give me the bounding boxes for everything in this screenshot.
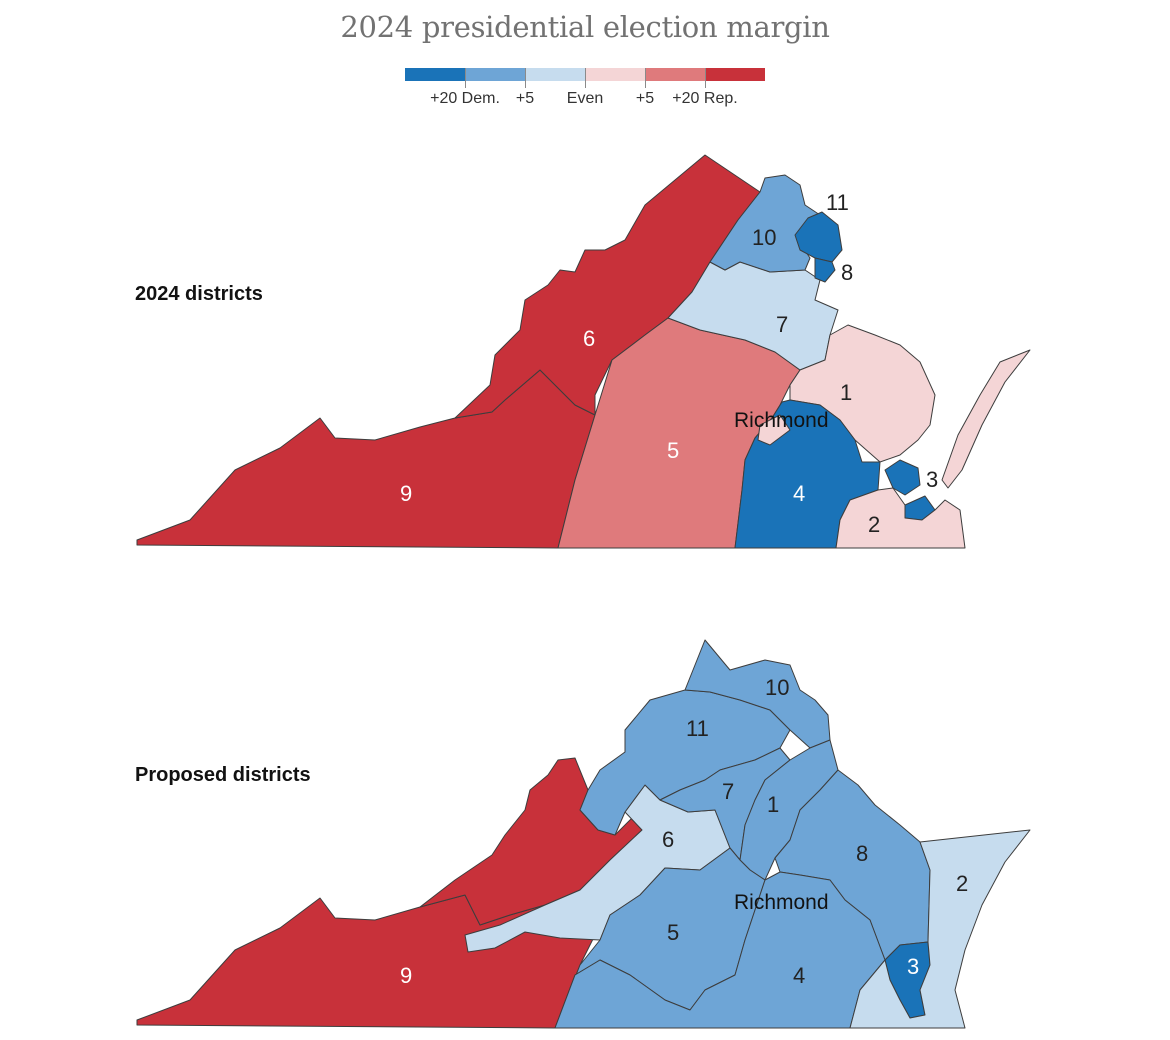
current-label-4: 4 [793,481,805,506]
legend-label-rep20: +20 Rep. [672,90,738,107]
current-label-3: 3 [926,467,938,492]
proposed-label-4: 4 [793,963,805,988]
proposed-district-2 [849,829,1031,1029]
proposed-label-6: 6 [662,827,674,852]
proposed-map-label: Proposed districts [135,764,311,786]
legend-label-rep5: +5 [635,90,655,107]
legend-tick [585,68,586,88]
proposed-label-8: 8 [856,841,868,866]
proposed-label-10: 10 [765,675,789,700]
proposed-district-10 [684,639,831,749]
legend-swatch-rep-even [585,68,645,81]
legend-tick [645,68,646,88]
current-map-label: 2024 districts [135,283,263,305]
current-label-7: 7 [776,312,788,337]
proposed-district-4 [554,871,886,1029]
proposed-districts-map: 10 11 7 1 6 8 2 Richmond 5 3 9 4 [136,639,1031,1029]
legend-swatch-rep-20 [705,68,765,81]
current-city-richmond: Richmond [734,409,829,432]
proposed-label-2: 2 [956,871,968,896]
current-richmond-area [757,414,791,446]
proposed-label-5: 5 [667,920,679,945]
current-district-2 [835,487,966,549]
current-district-11 [794,211,843,263]
legend-swatch-dem-20 [405,68,465,81]
current-district-9 [136,369,596,549]
current-label-1: 1 [840,380,852,405]
current-label-11: 11 [826,190,849,215]
current-district-5 [557,317,801,549]
legend-label-even: Even [566,90,604,107]
proposed-label-3: 3 [907,954,919,979]
legend-tick [705,68,706,88]
proposed-label-7: 7 [722,779,734,804]
current-label-2: 2 [868,512,880,537]
proposed-label-9: 9 [400,963,412,988]
current-district-8 [814,257,836,283]
current-districts-map: 11 10 8 7 6 1 Richmond 5 3 9 4 2 [136,154,1031,549]
legend-tick [525,68,526,88]
proposed-label-1: 1 [767,792,779,817]
legend-label-dem20: +20 Dem. [430,90,500,107]
proposed-city-richmond: Richmond [734,891,829,914]
current-label-5: 5 [667,438,679,463]
proposed-label-11: 11 [686,716,709,741]
current-label-10: 10 [752,225,776,250]
current-label-8: 8 [841,260,853,285]
legend-swatch-dem-even [525,68,585,81]
legend-swatch-dem-5 [465,68,525,81]
legend-tick [465,68,466,88]
legend-swatch-rep-5 [645,68,705,81]
current-label-9: 9 [400,481,412,506]
map-title: 2024 presidential election margin [340,10,830,44]
current-label-6: 6 [583,326,595,351]
margin-legend: +20 Dem. +5 Even +5 +20 Rep. [405,68,765,110]
legend-label-dem5: +5 [515,90,535,107]
current-district-2-eastern-shore [941,349,1031,489]
